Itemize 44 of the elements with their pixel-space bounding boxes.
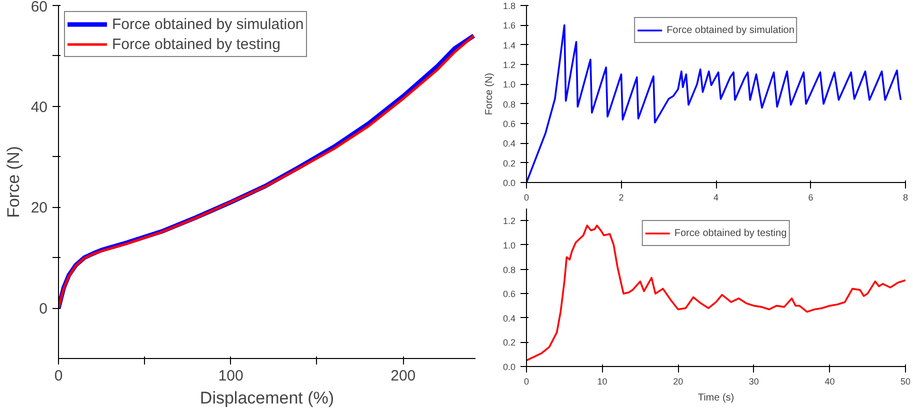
y-tick-label: 0.8 bbox=[502, 264, 516, 275]
x-tick-label: 0 bbox=[524, 192, 530, 202]
y-tick-label: 0.4 bbox=[502, 313, 516, 324]
y-axis-title: Force (N) bbox=[4, 146, 23, 218]
y-tick-label: 0.8 bbox=[502, 99, 516, 110]
y-tick-label: 60 bbox=[30, 0, 48, 16]
y-tick-label: 1.8 bbox=[502, 1, 516, 11]
legend-label: Force obtained by testing bbox=[112, 36, 280, 52]
x-tick-label: 6 bbox=[808, 192, 814, 202]
x-axis-title: Time (s) bbox=[698, 392, 734, 404]
x-tick-label: 40 bbox=[824, 376, 835, 386]
x-tick-label: 8 bbox=[902, 192, 908, 202]
y-tick-label: 1.0 bbox=[502, 80, 516, 90]
x-tick-label: 200 bbox=[390, 368, 416, 384]
x-tick-label: 4 bbox=[713, 192, 719, 202]
y-tick-label: 0.6 bbox=[502, 289, 516, 300]
y-tick-label: 0.0 bbox=[502, 178, 516, 188]
y-tick-label: 0.4 bbox=[502, 138, 516, 149]
y-tick-label: 1.6 bbox=[502, 20, 516, 31]
x-tick-label: 10 bbox=[597, 376, 608, 386]
y-tick-label: 0.2 bbox=[502, 338, 516, 348]
y-tick-label: 1.0 bbox=[502, 240, 516, 250]
y-tick-label: 1.4 bbox=[502, 40, 516, 50]
line-series bbox=[526, 224, 906, 362]
y-tick-label: 40 bbox=[30, 98, 48, 116]
legend-label: Force obtained by testing bbox=[674, 228, 787, 238]
x-tick-label: 20 bbox=[673, 376, 684, 386]
x-tick-label: 0 bbox=[524, 376, 530, 386]
legend-label: Force obtained by simulation bbox=[112, 16, 304, 32]
y-axis-title: Force (N) bbox=[484, 72, 495, 116]
x-tick-label: 0 bbox=[54, 368, 63, 384]
x-axis-title: Displacement (%) bbox=[200, 388, 334, 408]
x-tick-label: 2 bbox=[618, 192, 624, 202]
y-tick-label: 1.2 bbox=[502, 216, 516, 226]
legend-label: Force obtained by simulation bbox=[666, 24, 794, 36]
y-tick-label: 0 bbox=[39, 300, 48, 318]
x-tick-label: 50 bbox=[900, 376, 911, 386]
x-tick-label: 100 bbox=[218, 368, 244, 384]
x-tick-label: 30 bbox=[748, 376, 759, 386]
y-tick-label: 0.6 bbox=[502, 119, 516, 129]
line-series bbox=[526, 24, 902, 182]
y-tick-label: 0.2 bbox=[502, 158, 516, 168]
y-tick-label: 0.0 bbox=[502, 362, 516, 372]
y-tick-label: 1.2 bbox=[502, 60, 516, 70]
